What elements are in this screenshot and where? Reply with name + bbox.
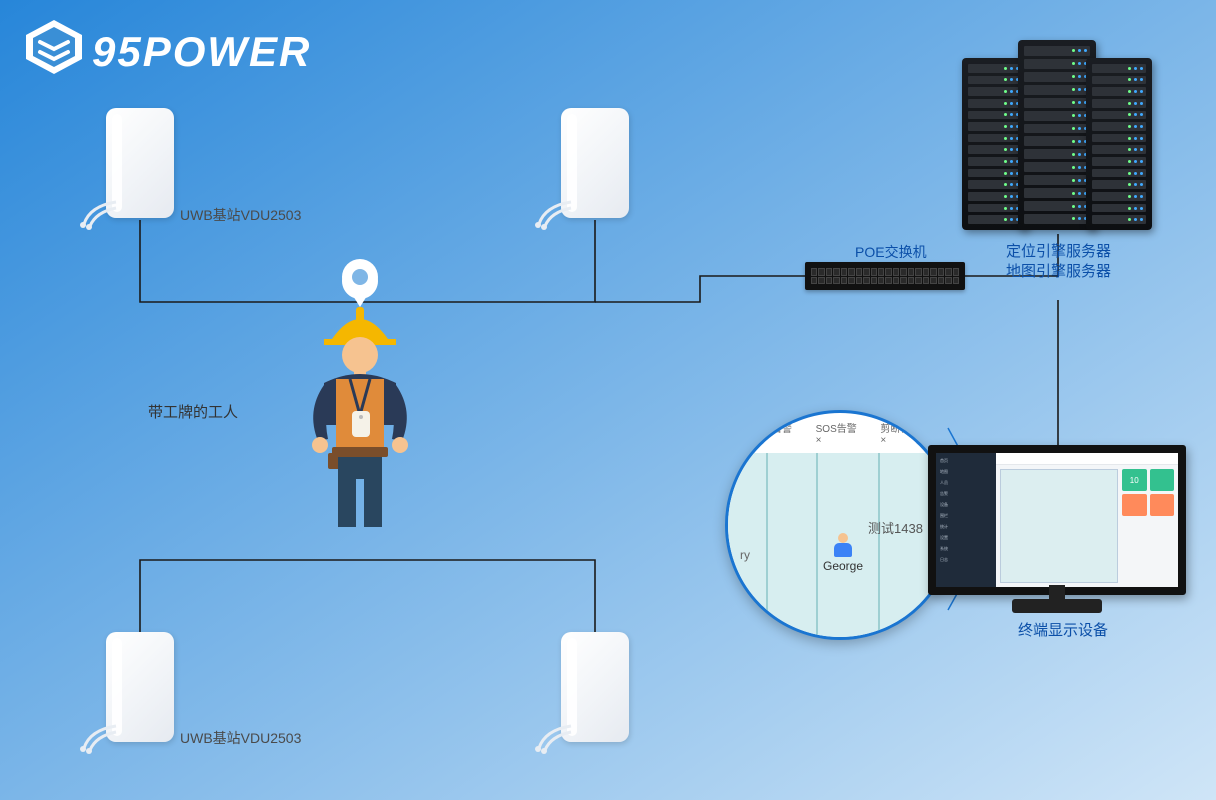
server-tower bbox=[1018, 40, 1096, 230]
poe-label: POE交换机 bbox=[855, 243, 927, 263]
zoom-tab: 剪断告警 × bbox=[876, 420, 932, 446]
zoom-free-text: ry bbox=[740, 548, 750, 562]
server-label-line1: 定位引擎服务器 bbox=[1006, 241, 1111, 262]
dashboard-sidebar-item: 日志 bbox=[938, 556, 994, 564]
dashboard-sidebar-item: 设备 bbox=[938, 501, 994, 509]
zoom-tab: 围栏告警 × bbox=[748, 420, 804, 446]
dashboard-main: 10 bbox=[996, 453, 1178, 587]
zoom-person: George bbox=[823, 533, 863, 573]
dashboard-sidebar-item: 地图 bbox=[938, 468, 994, 476]
server-label-line2: 地图引擎服务器 bbox=[1006, 261, 1111, 282]
logo-icon bbox=[22, 18, 86, 76]
poe-switch bbox=[805, 262, 965, 290]
zoom-detail-circle: 围栏告警 × SOS告警 × 剪断告警 × George 测试1438 ry bbox=[725, 410, 955, 640]
dashboard-sidebar-item: 首页 bbox=[938, 457, 994, 465]
dashboard-card: 10 bbox=[1122, 469, 1147, 491]
dashboard-card bbox=[1150, 494, 1175, 516]
uwb-station bbox=[555, 632, 635, 752]
terminal-label: 终端显示设备 bbox=[1018, 620, 1108, 641]
station-label-top: UWB基站VDU2503 bbox=[180, 205, 301, 225]
dashboard-sidebar: 首页地图人员告警设备围栏统计设置系统日志 bbox=[936, 453, 996, 587]
uwb-station bbox=[555, 108, 635, 228]
dashboard-sidebar-item: 围栏 bbox=[938, 512, 994, 520]
station-label-bottom: UWB基站VDU2503 bbox=[180, 728, 301, 748]
dashboard-sidebar-item: 告警 bbox=[938, 490, 994, 498]
dashboard-map bbox=[1000, 469, 1118, 583]
dashboard-sidebar-item: 人员 bbox=[938, 479, 994, 487]
terminal-monitor: 首页地图人员告警设备围栏统计设置系统日志 10 bbox=[928, 445, 1186, 613]
dashboard-card bbox=[1150, 469, 1175, 491]
zoom-free-text: 测试1438 bbox=[868, 518, 923, 537]
uwb-station bbox=[100, 108, 180, 228]
dashboard-card bbox=[1122, 494, 1147, 516]
dashboard-sidebar-item: 系统 bbox=[938, 545, 994, 553]
uwb-station bbox=[100, 632, 180, 752]
worker-illustration bbox=[270, 255, 450, 555]
server-cluster bbox=[962, 40, 1162, 235]
logo-text: 95POWER bbox=[92, 28, 311, 76]
server-tower bbox=[1086, 58, 1152, 230]
zoom-tabs: 围栏告警 × SOS告警 × 剪断告警 × bbox=[748, 423, 932, 443]
dashboard-sidebar-item: 统计 bbox=[938, 523, 994, 531]
zoom-tab: SOS告警 × bbox=[812, 420, 869, 446]
dashboard-sidebar-item: 设置 bbox=[938, 534, 994, 542]
worker-label: 带工牌的工人 bbox=[148, 401, 238, 422]
